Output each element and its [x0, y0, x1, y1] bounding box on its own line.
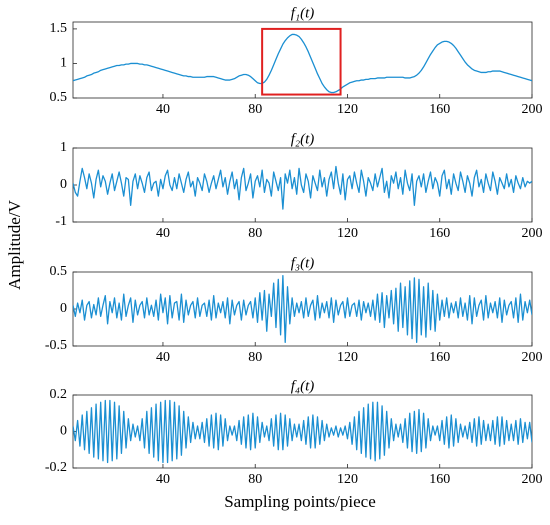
x-tick-label: 120 [337, 350, 358, 365]
x-tick-label: 40 [156, 350, 170, 365]
y-tick-label: 0.5 [50, 264, 68, 279]
x-tick-label: 160 [429, 226, 450, 241]
x-tick-label: 160 [429, 102, 450, 117]
y-tick-label: 0 [60, 177, 67, 192]
x-tick-label: 200 [522, 350, 543, 365]
subplot-title: f₂(t) [291, 131, 315, 147]
line-series [73, 165, 532, 210]
x-tick-label: 200 [522, 472, 543, 487]
subplot-title: f₃(t) [291, 255, 315, 271]
x-tick-label: 160 [429, 472, 450, 487]
subplot-title: f₁(t) [291, 5, 315, 21]
subplot-title: f₄(t) [291, 378, 315, 394]
x-tick-label: 80 [248, 226, 262, 241]
axes-box [72, 147, 533, 223]
line-series [73, 275, 532, 343]
y-tick-label: 0.5 [50, 90, 68, 105]
x-tick-label: 120 [337, 102, 358, 117]
x-tick-label: 80 [248, 472, 262, 487]
x-tick-label: 160 [429, 350, 450, 365]
x-tick-label: 200 [522, 226, 543, 241]
y-axis-label: Amplitude/V [5, 199, 24, 289]
y-tick-label: -0.5 [45, 338, 67, 353]
x-tick-label: 120 [337, 472, 358, 487]
x-tick-label: 120 [337, 226, 358, 241]
x-tick-label: 200 [522, 102, 543, 117]
axes-box [72, 21, 533, 99]
line-series [73, 33, 532, 94]
x-tick-label: 40 [156, 226, 170, 241]
y-tick-label: 1 [60, 140, 67, 155]
highlight-box [261, 27, 342, 96]
x-tick-label: 40 [156, 102, 170, 117]
x-tick-label: 80 [248, 102, 262, 117]
y-tick-label: 0 [60, 424, 67, 439]
y-tick-label: 0.2 [50, 387, 68, 402]
y-tick-label: -1 [55, 214, 67, 229]
y-tick-label: -0.2 [45, 460, 67, 475]
x-tick-label: 80 [248, 350, 262, 365]
y-tick-label: 1.5 [50, 21, 68, 36]
x-axis-label: Sampling points/piece [224, 492, 376, 511]
y-tick-label: 0 [60, 301, 67, 316]
x-tick-label: 40 [156, 472, 170, 487]
line-series [73, 399, 532, 464]
y-tick-label: 1 [60, 56, 67, 71]
